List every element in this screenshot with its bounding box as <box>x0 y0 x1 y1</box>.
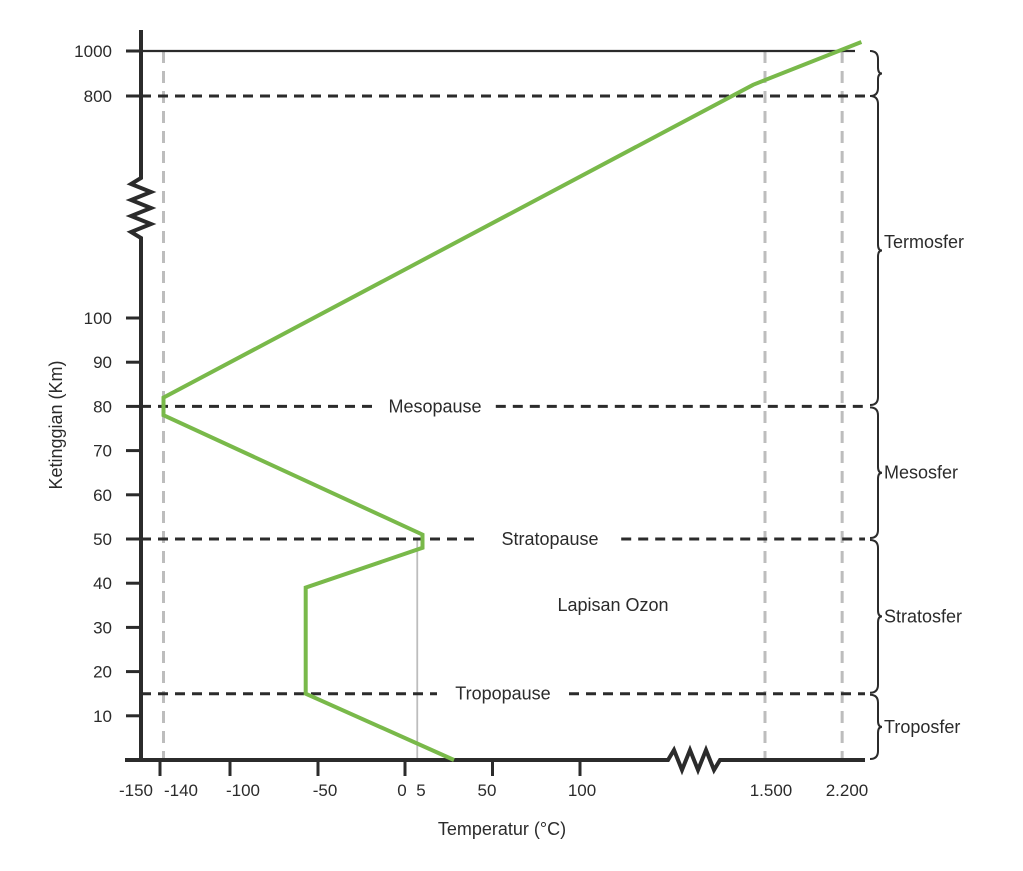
annotation-label: Lapisan Ozon <box>557 595 668 615</box>
y-tick-label: 50 <box>93 530 112 549</box>
layer-bracket <box>869 539 883 694</box>
y-tick-label: 20 <box>93 663 112 682</box>
chart-labels: Tropopause Stratopause Mesopause 10 20 30 40 50… <box>46 42 964 839</box>
layer-brackets <box>869 50 883 760</box>
y-tick-label: 80 <box>93 397 112 416</box>
x-tick-label: 2.200 <box>826 781 869 800</box>
axes <box>125 30 865 776</box>
boundary-label: Mesopause <box>388 396 481 416</box>
layer-label: Troposfer <box>884 717 960 737</box>
y-tick-label: 800 <box>84 87 112 106</box>
y-tick-label: 1000 <box>74 42 112 61</box>
y-tick-label: 70 <box>93 442 112 461</box>
y-axis-line <box>125 30 157 760</box>
layer-bracket <box>869 95 883 406</box>
x-tick-label: -150 <box>119 781 153 800</box>
y-tick-label: 100 <box>84 309 112 328</box>
x-tick-label: 1.500 <box>750 781 793 800</box>
layer-bracket <box>869 693 883 760</box>
y-axis-title: Ketinggian (Km) <box>46 360 66 489</box>
temperature-profile-line <box>161 40 863 762</box>
x-tick-label: 0 <box>397 781 406 800</box>
y-tick-label: 40 <box>93 574 112 593</box>
y-tick-label: 60 <box>93 486 112 505</box>
x-axis-title: Temperatur (°C) <box>438 819 566 839</box>
y-tick-label: 30 <box>93 618 112 637</box>
x-axis-line <box>125 744 865 776</box>
y-tick-label: 10 <box>93 707 112 726</box>
x-tick-label: -50 <box>313 781 338 800</box>
y-tick-label: 90 <box>93 353 112 372</box>
x-tick-label: -100 <box>226 781 260 800</box>
layer-label: Termosfer <box>884 232 964 252</box>
layer-label: Mesosfer <box>884 463 958 483</box>
temperature-series <box>161 40 863 762</box>
layer-label: Stratosfer <box>884 606 962 626</box>
boundary-label: Tropopause <box>455 684 550 704</box>
x-tick-label: 100 <box>568 781 596 800</box>
x-tick-label: 5 <box>416 781 425 800</box>
x-tick-label: -140 <box>164 781 198 800</box>
reference-lines <box>141 49 865 760</box>
boundary-label: Stratopause <box>501 529 598 549</box>
x-tick-label: 50 <box>478 781 497 800</box>
layer-bracket <box>869 406 883 539</box>
layer-bracket <box>869 50 883 97</box>
